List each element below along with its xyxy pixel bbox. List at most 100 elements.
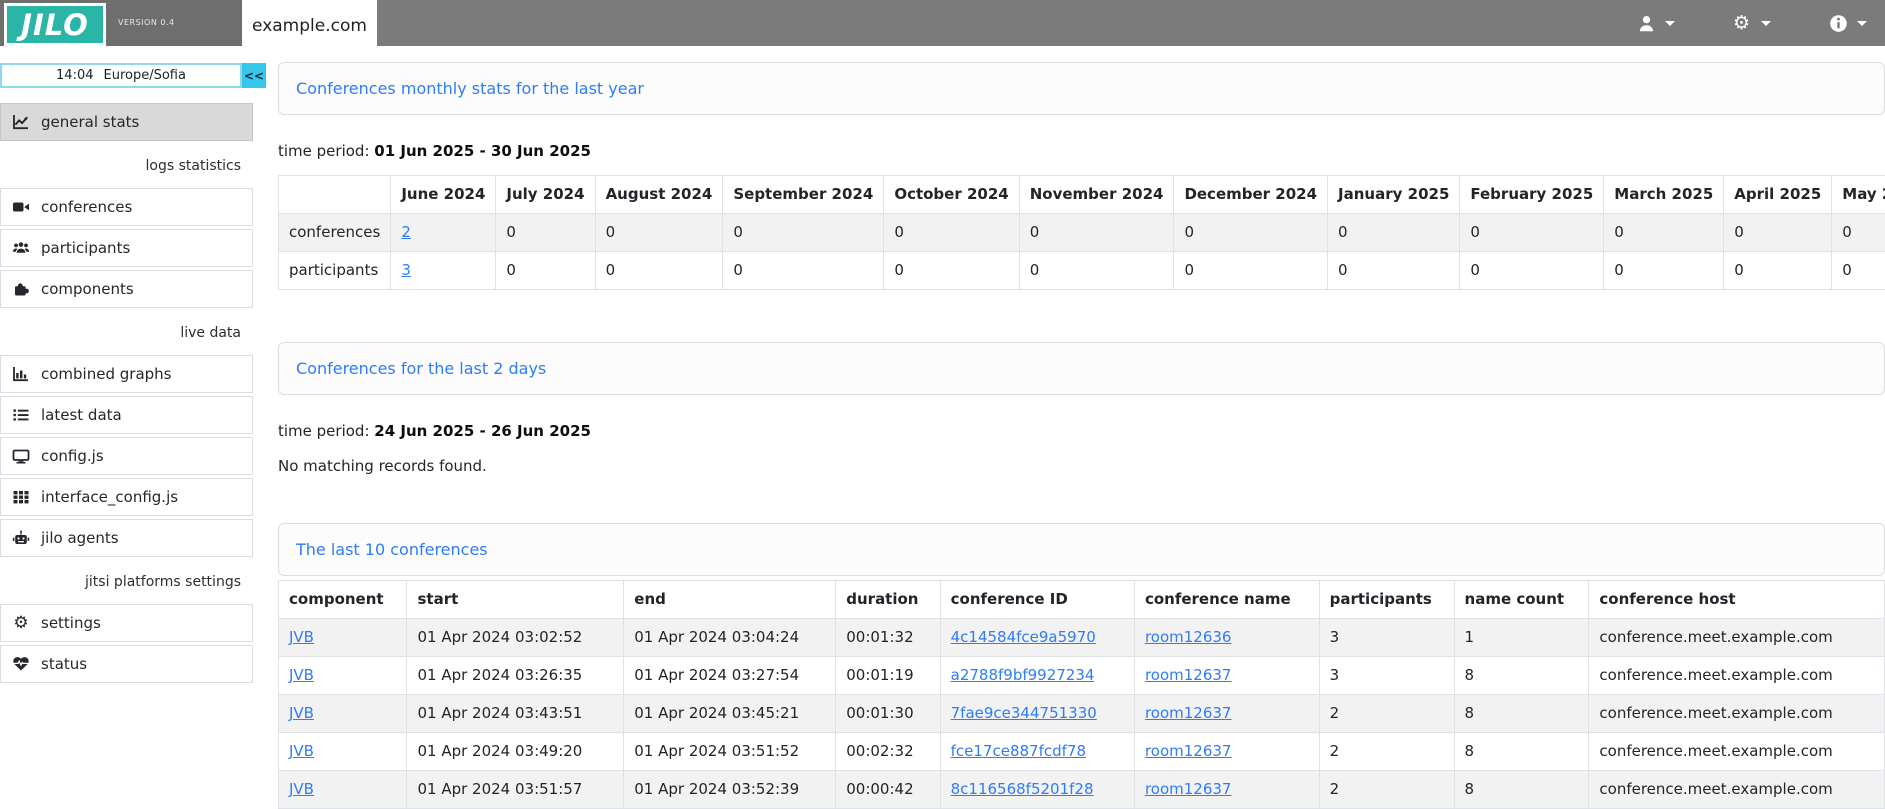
table-cell: 8 xyxy=(1453,732,1590,771)
table-link[interactable]: JVB xyxy=(289,780,314,798)
table-cell: 0 xyxy=(722,251,885,290)
table-row: JVB 01 Apr 2024 03:02:52 01 Apr 2024 03:04… xyxy=(277,618,1885,657)
table-cell: 01 Apr 2024 03:04:24 xyxy=(623,618,837,657)
table-cell: conference.meet.example.com xyxy=(1588,694,1885,733)
main-content: Conferences monthly stats for the last y… xyxy=(277,46,1885,809)
table-cell: 4c14584fce9a5970 xyxy=(939,618,1135,657)
table-cell: 01 Apr 2024 03:27:54 xyxy=(623,656,837,695)
table-cell: 01 Apr 2024 03:51:52 xyxy=(623,732,837,771)
table-cell: 0 xyxy=(883,213,1020,252)
sidebar-collapse-button[interactable]: << xyxy=(242,63,266,88)
time-period-value: 24 Jun 2025 - 26 Jun 2025 xyxy=(374,422,591,440)
user-menu[interactable] xyxy=(1637,14,1675,33)
sidebar-item-combined-graphs[interactable]: combined graphs xyxy=(0,355,253,393)
video-icon xyxy=(13,202,29,212)
table-cell: 01 Apr 2024 03:43:51 xyxy=(406,694,625,733)
column-header: participants xyxy=(1318,580,1455,619)
last-10-conferences-title[interactable]: The last 10 conferences xyxy=(296,540,488,559)
column-header: June 2024 xyxy=(390,175,497,214)
sidebar-item-conferences[interactable]: conferences xyxy=(0,188,253,226)
sidebar-item-interface-config-js[interactable]: interface_config.js xyxy=(0,478,253,516)
table-cell: a2788f9bf9927234 xyxy=(939,656,1135,695)
sidebar-item-status[interactable]: status xyxy=(0,645,253,683)
chevron-down-icon xyxy=(1857,20,1867,26)
table-link[interactable]: room12637 xyxy=(1144,742,1232,760)
table-link[interactable]: 4c14584fce9a5970 xyxy=(950,628,1096,646)
last-10-conferences-card: The last 10 conferences xyxy=(278,523,1885,576)
sidebar-item-latest-data[interactable]: latest data xyxy=(0,396,253,434)
table-link[interactable]: 8c116568f5201f28 xyxy=(950,780,1094,798)
column-header: component xyxy=(277,580,408,619)
column-header: March 2025 xyxy=(1603,175,1725,214)
gear-icon: ⚙ xyxy=(13,613,29,633)
sidebar-item-jilo-agents[interactable]: jilo agents xyxy=(0,519,253,557)
table-link[interactable]: 2 xyxy=(401,223,411,241)
sidebar-item-config-js[interactable]: config.js xyxy=(0,437,253,475)
clock-time: 14:04 xyxy=(56,68,94,83)
table-cell: 0 xyxy=(594,213,724,252)
column-header: April 2025 xyxy=(1723,175,1833,214)
column-header: February 2025 xyxy=(1459,175,1605,214)
table-cell: participants xyxy=(277,251,392,290)
table-cell: 1 xyxy=(1453,618,1590,657)
table-cell: 00:02:32 xyxy=(835,732,941,771)
column-header: December 2024 xyxy=(1173,175,1329,214)
column-header: conference name xyxy=(1133,580,1320,619)
table-cell: conference.meet.example.com xyxy=(1588,618,1885,657)
column-header: October 2024 xyxy=(883,175,1020,214)
table-row: JVB 01 Apr 2024 03:49:20 01 Apr 2024 03:51… xyxy=(277,732,1885,771)
column-header: end xyxy=(623,580,837,619)
table-cell: 00:01:19 xyxy=(835,656,941,695)
time-period-label: time period: xyxy=(278,142,370,160)
table-link[interactable]: JVB xyxy=(289,742,314,760)
table-cell: conference.meet.example.com xyxy=(1588,656,1885,695)
chart-line-icon xyxy=(13,115,28,130)
sidebar-item-label: conferences xyxy=(41,198,133,216)
sidebar: 14:04 Europe/Sofia << general stats logs… xyxy=(0,46,266,686)
info-menu[interactable] xyxy=(1829,14,1867,33)
monthly-stats-title[interactable]: Conferences monthly stats for the last y… xyxy=(296,79,644,98)
column-header: January 2025 xyxy=(1327,175,1461,214)
table-cell: 0 xyxy=(883,251,1020,290)
table-link[interactable]: room12637 xyxy=(1144,780,1232,798)
table-cell: 0 xyxy=(1831,251,1885,290)
column-header: conference ID xyxy=(939,580,1135,619)
table-link[interactable]: 7fae9ce344751330 xyxy=(950,704,1097,722)
table-cell: 2 xyxy=(1318,732,1455,771)
last-2-days-title[interactable]: Conferences for the last 2 days xyxy=(296,359,547,378)
column-header: name count xyxy=(1453,580,1590,619)
sidebar-item-components[interactable]: components xyxy=(0,270,253,308)
table-cell: 0 xyxy=(1723,251,1833,290)
version-label: VERSION 0.4 xyxy=(118,18,175,27)
info-icon xyxy=(1830,14,1847,32)
clock-timezone: Europe/Sofia xyxy=(103,68,186,83)
table-link[interactable]: a2788f9bf9927234 xyxy=(950,666,1095,684)
settings-menu[interactable]: ⚙ xyxy=(1733,13,1771,33)
table-link[interactable]: 3 xyxy=(401,261,411,279)
app-logo[interactable]: JILO xyxy=(4,3,106,46)
sidebar-item-settings[interactable]: ⚙ settings xyxy=(0,604,253,642)
sidebar-item-label: settings xyxy=(41,614,101,632)
last-2-days-card: Conferences for the last 2 days xyxy=(278,342,1885,395)
sidebar-item-general-stats[interactable]: general stats xyxy=(0,103,253,141)
table-cell: JVB xyxy=(277,618,408,657)
table-link[interactable]: room12636 xyxy=(1144,628,1232,646)
chevron-down-icon xyxy=(1761,20,1771,26)
clock-display: 14:04 Europe/Sofia xyxy=(0,63,242,88)
header-menus: ⚙ xyxy=(1637,0,1867,46)
robot-icon xyxy=(12,530,30,544)
table-link[interactable]: JVB xyxy=(289,666,314,684)
table-cell: 0 xyxy=(1603,213,1725,252)
sidebar-item-participants[interactable]: participants xyxy=(0,229,253,267)
table-header-row: component start end duration conference ID co… xyxy=(277,580,1885,619)
grid-icon xyxy=(13,491,29,504)
platform-tab[interactable]: example.com xyxy=(242,0,377,51)
table-link[interactable]: room12637 xyxy=(1144,704,1232,722)
column-header xyxy=(277,175,392,214)
table-link[interactable]: fce17ce887fcdf78 xyxy=(950,742,1086,760)
clock-widget: 14:04 Europe/Sofia << xyxy=(0,63,266,88)
users-icon xyxy=(12,242,30,253)
table-link[interactable]: JVB xyxy=(289,704,314,722)
table-link[interactable]: room12637 xyxy=(1144,666,1232,684)
table-link[interactable]: JVB xyxy=(289,628,314,646)
